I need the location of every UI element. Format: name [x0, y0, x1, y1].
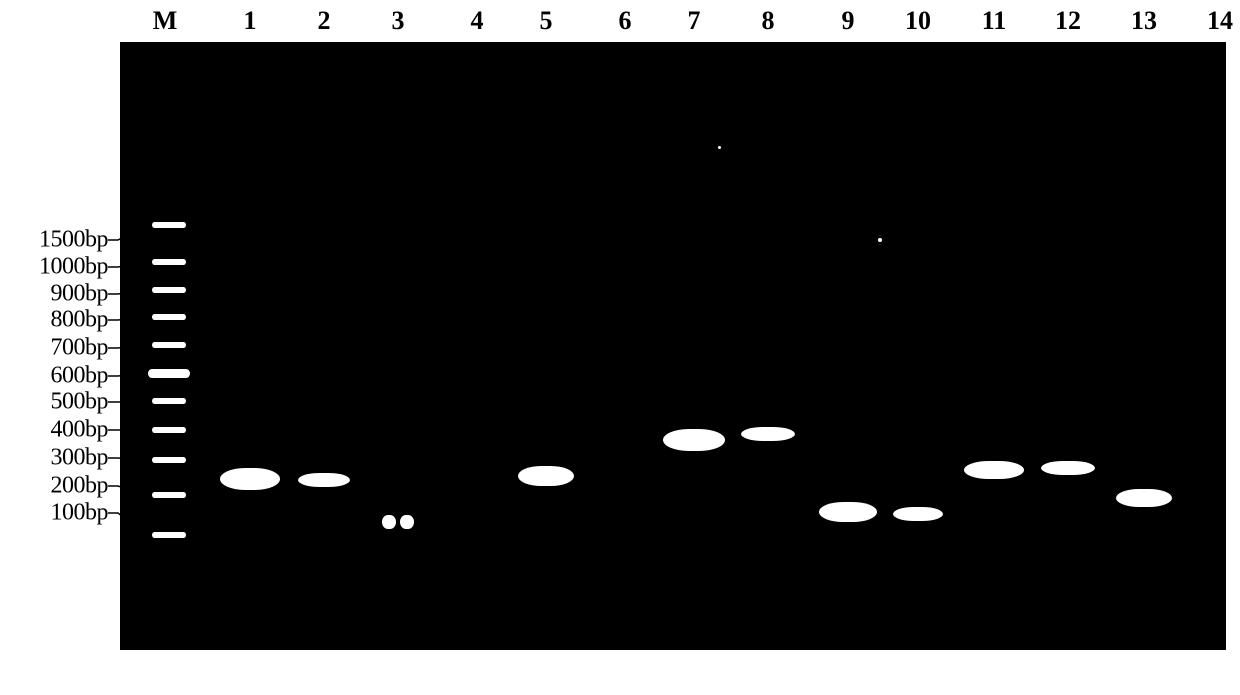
- lane-label-10: 10: [905, 6, 931, 36]
- lane-label-4: 4: [471, 6, 484, 36]
- gel-figure: M1234567891011121314 1500bp1000bp900bp80…: [0, 0, 1240, 695]
- marker-band-200bp: [152, 492, 186, 498]
- sample-band-lane-9: [819, 502, 877, 522]
- size-label-300bp: 300bp: [51, 445, 109, 472]
- speck: [718, 146, 721, 149]
- sample-band-lane-3: [382, 515, 396, 529]
- sample-band-lane-10: [893, 507, 943, 521]
- marker-band-700bp: [152, 342, 186, 348]
- marker-band-300bp: [152, 457, 186, 463]
- sample-band-lane-11: [964, 461, 1024, 479]
- sample-band-lane-13: [1116, 489, 1172, 507]
- sample-band-lane-12: [1041, 461, 1095, 475]
- marker-band-800bp: [152, 314, 186, 320]
- size-label-100bp: 100bp: [51, 500, 109, 527]
- lane-label-6: 6: [619, 6, 632, 36]
- lane-labels-row: M1234567891011121314: [0, 6, 1240, 42]
- marker-band-100bp: [152, 532, 186, 538]
- size-label-400bp: 400bp: [51, 417, 109, 444]
- size-label-600bp: 600bp: [51, 363, 109, 390]
- lane-label-3: 3: [392, 6, 405, 36]
- gel-image: [120, 42, 1226, 650]
- sample-band-lane-2: [298, 473, 350, 487]
- lane-label-9: 9: [842, 6, 855, 36]
- sample-band-lane-8: [741, 427, 795, 441]
- marker-band-900bp: [152, 287, 186, 293]
- size-label-500bp: 500bp: [51, 389, 109, 416]
- marker-band-500bp: [152, 398, 186, 404]
- size-label-200bp: 200bp: [51, 473, 109, 500]
- sample-band-lane-7: [663, 429, 725, 451]
- lane-label-5: 5: [540, 6, 553, 36]
- size-label-800bp: 800bp: [51, 307, 109, 334]
- sample-band-lane-5: [518, 466, 574, 486]
- lane-label-1: 1: [244, 6, 257, 36]
- size-label-700bp: 700bp: [51, 335, 109, 362]
- size-label-1500bp: 1500bp: [39, 227, 108, 254]
- sample-band-lane-3: [400, 515, 414, 529]
- lane-label-12: 12: [1055, 6, 1081, 36]
- lane-label-8: 8: [762, 6, 775, 36]
- marker-band-1000bp: [152, 259, 186, 265]
- lane-label-7: 7: [688, 6, 701, 36]
- lane-label-M: M: [153, 6, 178, 36]
- size-marker-labels: 1500bp1000bp900bp800bp700bp600bp500bp400…: [0, 0, 120, 695]
- size-label-900bp: 900bp: [51, 281, 109, 308]
- sample-band-lane-1: [220, 468, 280, 490]
- lane-label-2: 2: [318, 6, 331, 36]
- lane-label-11: 11: [982, 6, 1007, 36]
- lane-label-13: 13: [1131, 6, 1157, 36]
- marker-band-600bp: [148, 369, 190, 378]
- size-label-1000bp: 1000bp: [39, 254, 108, 281]
- marker-band-400bp: [152, 427, 186, 433]
- speck: [878, 238, 882, 242]
- lane-label-14: 14: [1207, 6, 1233, 36]
- marker-band-1500bp: [152, 222, 186, 228]
